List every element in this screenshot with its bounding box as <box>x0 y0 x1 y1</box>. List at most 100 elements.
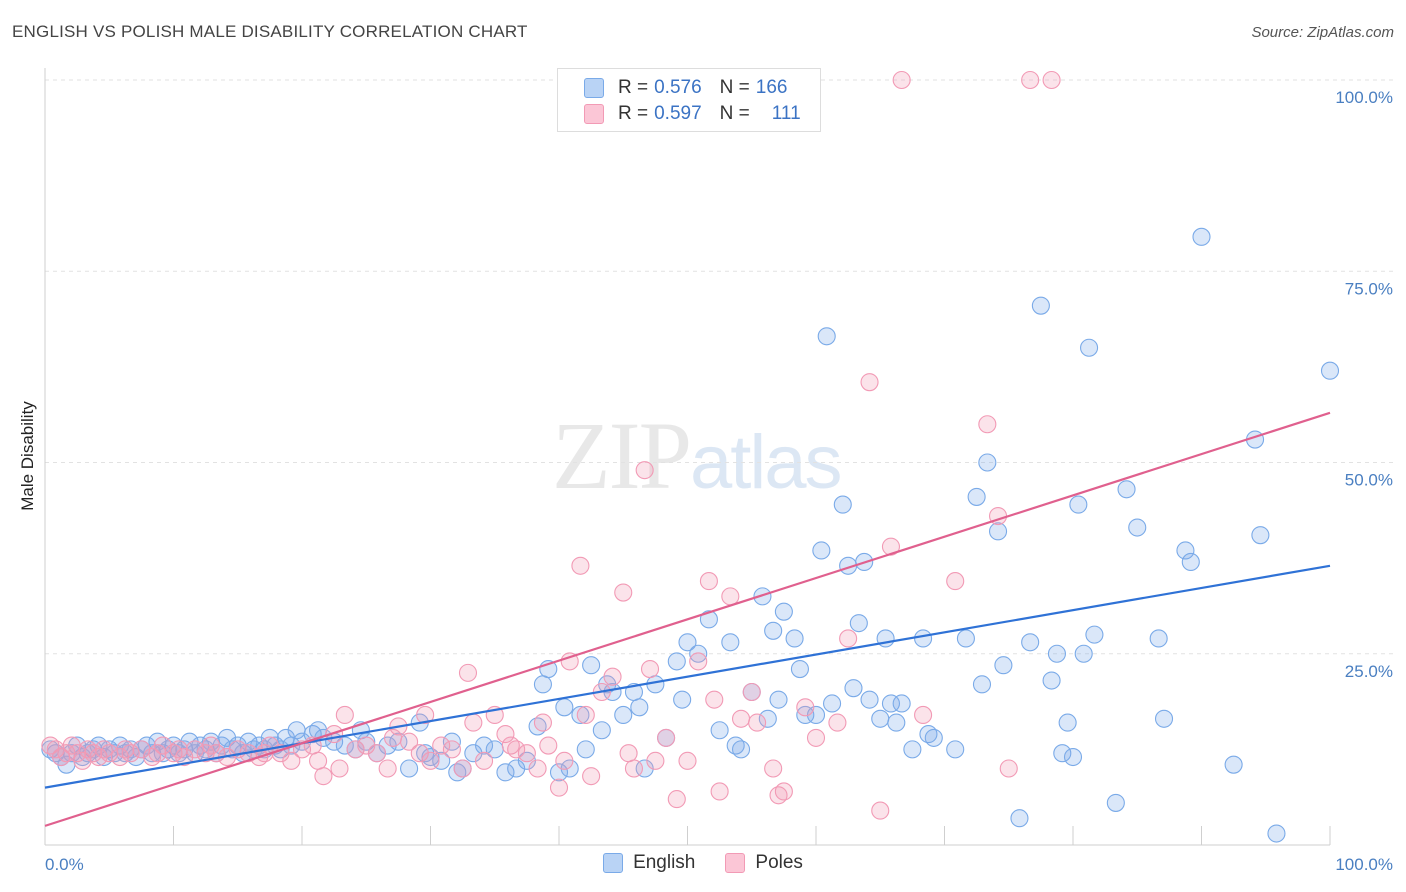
english-point <box>635 759 654 778</box>
poles-point <box>1042 70 1061 90</box>
axes <box>44 68 1331 846</box>
poles-point <box>309 751 328 770</box>
legend-item-english[interactable]: English <box>603 852 695 874</box>
poles-point <box>689 652 708 671</box>
english-point <box>774 602 793 621</box>
english-point <box>592 721 611 740</box>
poles-point <box>539 736 558 755</box>
poles-swatch <box>584 104 604 124</box>
english-point <box>1106 793 1125 812</box>
poles-point <box>453 759 472 778</box>
legend-row-poles: R = 0.597 N = 111 <box>584 103 801 125</box>
chart-title: ENGLISH VS POLISH MALE DISABILITY CORREL… <box>12 22 528 41</box>
poles-point <box>892 70 911 90</box>
r-value: 0.576 <box>654 77 702 98</box>
poles-point <box>314 767 333 786</box>
r-label: R = <box>618 77 649 98</box>
english-point <box>978 453 997 472</box>
poles-point <box>378 759 397 778</box>
poles-point <box>742 682 761 702</box>
english-points <box>41 227 1340 843</box>
english-point <box>1192 227 1211 246</box>
y-tick-label: 50.0% <box>1345 471 1393 490</box>
english-point <box>1267 824 1286 843</box>
english-point <box>967 487 986 506</box>
poles-point <box>576 705 595 725</box>
english-point <box>812 541 831 560</box>
english-point <box>474 736 494 755</box>
english-point <box>549 763 569 782</box>
english-point <box>796 705 815 725</box>
poles-point <box>346 740 365 759</box>
poles-point <box>881 537 901 556</box>
poles-point <box>978 415 997 434</box>
english-point <box>806 705 826 725</box>
poles-point <box>860 373 879 392</box>
english-swatch <box>584 78 604 98</box>
poles-point <box>458 663 478 682</box>
english-point <box>496 763 515 782</box>
poles-point <box>464 713 483 732</box>
poles-point <box>421 751 440 770</box>
english-point <box>758 709 777 728</box>
poles-point <box>731 709 751 728</box>
poles-point <box>507 740 526 759</box>
poles-point <box>624 759 644 778</box>
english-point <box>1063 747 1083 767</box>
english-point <box>630 698 649 717</box>
poles-point <box>357 736 376 755</box>
english-point <box>1047 644 1066 663</box>
poles-point <box>640 659 660 679</box>
series-legend: English Poles <box>0 852 1406 874</box>
english-point <box>614 705 633 725</box>
english-point <box>972 675 992 694</box>
poles-point <box>806 728 826 747</box>
poles-point <box>667 790 686 809</box>
poles-point <box>699 572 718 591</box>
english-point <box>721 633 740 652</box>
english-point <box>1080 338 1099 357</box>
poles-point <box>657 728 676 747</box>
watermark-zip: ZIP <box>552 402 692 509</box>
english-point <box>571 705 590 725</box>
r-value: 0.597 <box>654 103 702 124</box>
english-point <box>1251 526 1270 545</box>
poles-point <box>571 556 590 575</box>
english-point <box>769 690 788 709</box>
english-point <box>1149 629 1168 648</box>
n-value: 166 <box>755 77 788 98</box>
english-point <box>517 751 536 770</box>
correlation-legend: R = 0.576 N = 166 R = 0.597 N = 111 <box>557 68 821 132</box>
y-tick-label: 100.0% <box>1335 88 1393 107</box>
n-label: N = <box>719 103 750 124</box>
english-point <box>1085 625 1104 644</box>
poles-point <box>582 767 601 786</box>
english-point <box>790 659 809 679</box>
english-point <box>673 690 692 709</box>
legend-item-poles[interactable]: Poles <box>725 852 803 874</box>
english-point <box>464 744 483 763</box>
english-point <box>1021 633 1040 652</box>
y-axis-title: Male Disability <box>18 401 37 511</box>
english-point <box>849 614 868 633</box>
english-point <box>1154 709 1174 728</box>
english-point <box>421 747 440 767</box>
poles-point <box>517 744 536 763</box>
poles-point <box>555 751 574 770</box>
english-point <box>1224 755 1243 774</box>
english-point <box>844 679 863 698</box>
poles-point <box>619 744 638 763</box>
english-point <box>994 656 1013 675</box>
english-point <box>1010 809 1029 828</box>
english-point <box>1042 671 1061 690</box>
english-point <box>507 759 526 778</box>
english-point <box>442 732 461 751</box>
trend-lines <box>44 411 1331 827</box>
legend-label-poles: Poles <box>755 852 803 873</box>
english-point <box>881 694 901 713</box>
english-point <box>731 740 751 759</box>
n-value: 111 <box>771 103 801 124</box>
english-point <box>924 728 943 747</box>
english-point <box>988 522 1008 541</box>
poles-point <box>748 713 767 732</box>
